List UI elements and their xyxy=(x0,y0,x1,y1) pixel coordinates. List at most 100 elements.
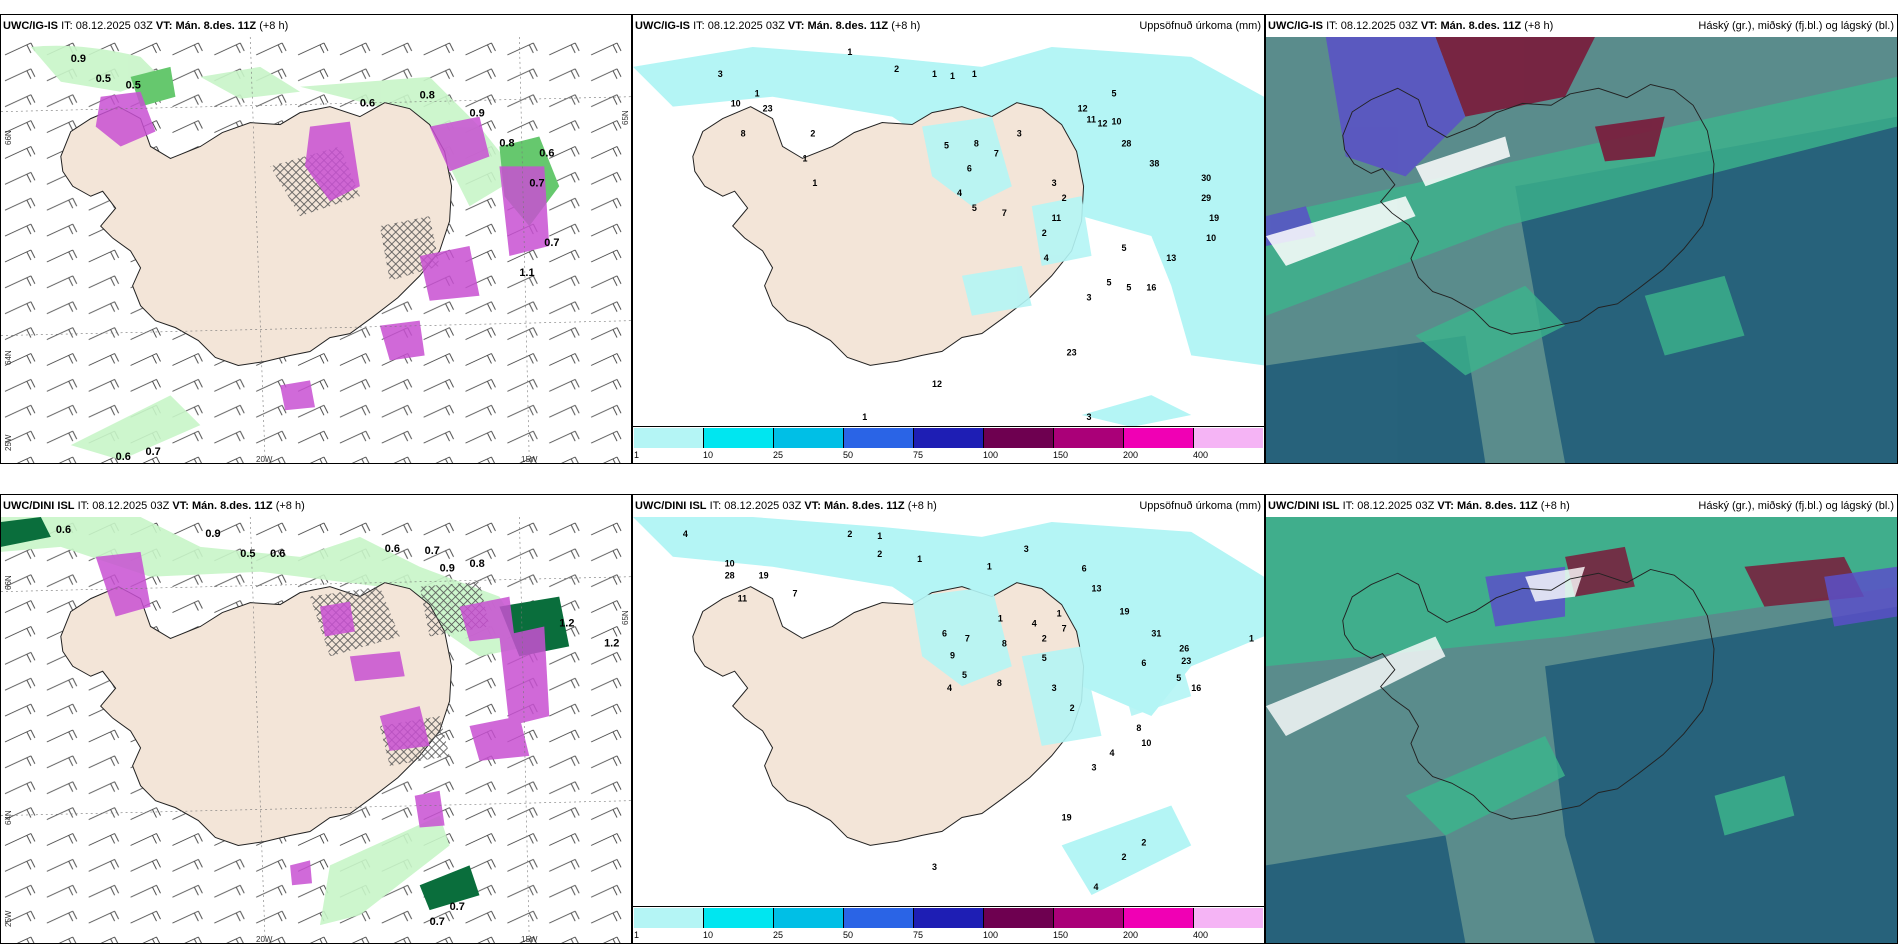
vt-value: Mán. 8.des. 11Z xyxy=(807,20,889,32)
it-label: IT: xyxy=(693,20,705,32)
colorbar-tick: 25 xyxy=(773,450,784,460)
value-label: 0.7 xyxy=(430,916,445,928)
it-label: IT: xyxy=(77,500,90,512)
model-name: UWC/IG-IS xyxy=(3,20,58,32)
vt-value: Mán. 8.des. 11Z xyxy=(191,500,273,512)
lon-label: 20W xyxy=(256,935,273,944)
value-label: 10 xyxy=(1141,738,1151,748)
colorbar-tick: 25 xyxy=(773,930,784,940)
value-label: 4 xyxy=(1032,618,1037,628)
model-name: UWC/DINI ISL xyxy=(3,500,75,512)
value-label: 5 xyxy=(944,140,949,150)
colorbar-tick: 1 xyxy=(634,930,640,940)
value-label: 16 xyxy=(1191,683,1201,693)
value-label: 11 xyxy=(1052,213,1061,223)
value-label: 1 xyxy=(998,613,1003,623)
value-label: 3 xyxy=(1087,412,1092,422)
value-label: 8 xyxy=(974,138,979,148)
value-label: 28 xyxy=(1121,138,1131,148)
value-label: 2 xyxy=(1121,852,1126,862)
vt-label: VT: xyxy=(1437,500,1454,512)
panel-clouds-ig-is: UWC/IG-IS IT: 08.12.2025 03Z VT: Mán. 8.… xyxy=(1265,14,1898,464)
value-label: 6 xyxy=(967,163,972,173)
grid-lines xyxy=(1,37,631,463)
value-label: 2 xyxy=(810,128,815,138)
value-label: 12 xyxy=(932,379,942,389)
light-precip-areas xyxy=(1,517,530,926)
colorbar-tick: 75 xyxy=(913,930,924,940)
value-label: 3 xyxy=(718,69,723,79)
value-label: 13 xyxy=(1092,584,1102,594)
value-label: 19 xyxy=(759,571,769,581)
value-label: 3 xyxy=(932,862,937,872)
colorbar-swatch xyxy=(1194,428,1263,448)
value-label: 5 xyxy=(1111,89,1116,99)
lead-time: (+8 h) xyxy=(1540,500,1570,512)
panel-clouds-dini-isl: UWC/DINI ISL IT: 08.12.2025 03Z VT: Mán.… xyxy=(1265,494,1898,944)
it-label: IT: xyxy=(1326,20,1338,32)
value-label: 5 xyxy=(1106,278,1111,288)
colorbar-swatch xyxy=(1124,428,1194,448)
value-label: 0.9 xyxy=(440,563,455,575)
lead-time: (+8 h) xyxy=(1524,20,1554,32)
colorbar-tick: 100 xyxy=(983,930,999,940)
value-label: 19 xyxy=(1209,213,1219,223)
lon-label: 15W xyxy=(521,935,538,944)
value-label: 0.9 xyxy=(205,528,220,540)
value-label: 3 xyxy=(1052,178,1057,188)
panel-precip-wind-ig-is: UWC/IG-IS IT: 08.12.2025 03Z VT: Mán. 8.… xyxy=(0,14,632,464)
colorbar-swatches xyxy=(634,908,1263,928)
value-label: 1 xyxy=(1249,633,1254,643)
value-label: 38 xyxy=(1149,158,1159,168)
panel-title: Uppsöfnuð úrkoma (mm) xyxy=(1139,20,1261,32)
white-cloud-areas xyxy=(1266,136,1511,266)
it-value: 08.12.2025 03Z xyxy=(92,500,170,512)
value-label: 2 xyxy=(1062,193,1067,203)
inland-precip-areas xyxy=(922,116,1092,316)
panel-title: Háský (gr.), miðský (fj.bl.) og lágský (… xyxy=(1698,20,1894,32)
colorbar-ticks: 1 10 25 50 75 100 150 200 400 xyxy=(633,450,1264,462)
value-label: 0.6 xyxy=(270,548,285,560)
value-label: 6 xyxy=(1082,564,1087,574)
it-value: 08.12.2025 03Z xyxy=(75,20,153,32)
value-label: 1.2 xyxy=(604,637,619,649)
value-label: 0.8 xyxy=(499,137,514,149)
value-label: 4 xyxy=(957,188,962,198)
lead-time: (+8 h) xyxy=(259,20,289,32)
vt-label: VT: xyxy=(804,500,821,512)
value-label: 4 xyxy=(1094,882,1099,892)
colorbar-tick: 400 xyxy=(1193,450,1209,460)
value-label: 1 xyxy=(847,47,852,57)
value-label: 8 xyxy=(741,128,746,138)
value-label: 1 xyxy=(862,412,867,422)
panel-header: UWC/DINI ISL IT: 08.12.2025 03Z VT: Mán.… xyxy=(1,495,631,517)
value-labels: 3 1 2 1 1 1 1 10 23 8 2 1 1 5 8 7 6 4 5 … xyxy=(718,47,1219,422)
value-label: 5 xyxy=(972,203,977,213)
value-label: 0.6 xyxy=(539,147,554,159)
value-label: 4 xyxy=(947,683,952,693)
colorbar-swatch xyxy=(704,908,774,928)
lat-label: 65N xyxy=(621,610,630,625)
value-label: 1 xyxy=(755,89,760,99)
value-label: 23 xyxy=(763,104,773,114)
precip-colorbar: 1 10 25 50 75 100 150 200 400 xyxy=(633,426,1264,463)
value-label: 19 xyxy=(1062,812,1072,822)
value-label: 1 xyxy=(812,178,817,188)
vt-label: VT: xyxy=(172,500,189,512)
colorbar-tick: 200 xyxy=(1123,930,1139,940)
colorbar-swatch xyxy=(844,908,914,928)
value-label: 30 xyxy=(1201,173,1211,183)
model-name: UWC/IG-IS xyxy=(635,20,690,32)
it-value: 08.12.2025 03Z xyxy=(724,500,802,512)
vt-value: Mán. 8.des. 11Z xyxy=(823,500,905,512)
magenta-precip-areas xyxy=(95,551,550,886)
value-label: 5 xyxy=(1126,283,1131,293)
it-label: IT: xyxy=(1342,500,1355,512)
value-label: 1 xyxy=(972,69,977,79)
cyan-precip-areas xyxy=(633,46,1264,427)
lon-label: 25W xyxy=(4,910,13,927)
colorbar-swatch xyxy=(914,908,984,928)
value-label: 28 xyxy=(725,571,735,581)
value-label: 2 xyxy=(847,529,852,539)
value-label: 0.7 xyxy=(544,237,559,249)
